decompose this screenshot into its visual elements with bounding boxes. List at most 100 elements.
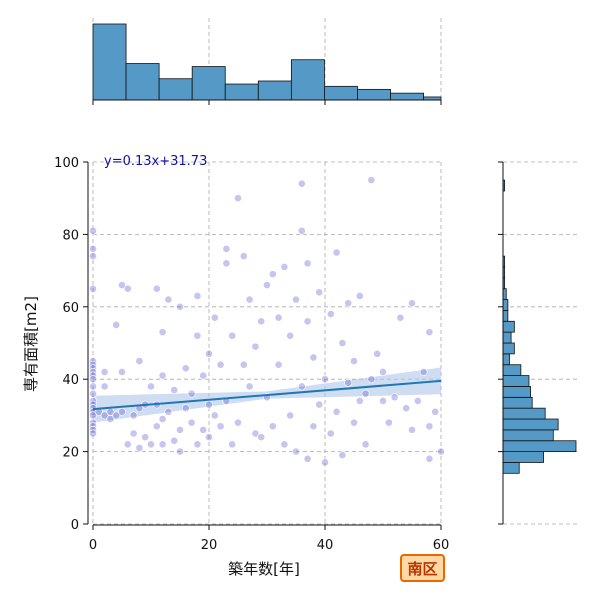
scatter-point <box>100 411 109 420</box>
scatter-point <box>419 368 428 376</box>
scatter-point <box>181 404 190 413</box>
scatter-point <box>152 422 161 431</box>
scatter-point <box>315 400 324 409</box>
y-tick: 100 <box>54 156 88 171</box>
scatter-point <box>425 454 434 463</box>
scatter-point <box>187 418 196 427</box>
scatter-point <box>205 433 213 442</box>
scatter-point <box>89 226 97 235</box>
right-hist-bar <box>502 429 554 442</box>
scatter-point <box>257 433 266 442</box>
scatter-point <box>193 292 202 300</box>
top-hist-bar <box>92 23 127 101</box>
scatter-point <box>158 328 167 337</box>
scatter-point <box>367 176 376 184</box>
scatter-point <box>170 436 179 445</box>
top-hist-bar <box>257 80 292 101</box>
scatter-point <box>332 248 341 257</box>
scatter-point <box>176 425 184 434</box>
scatter-point <box>129 411 138 420</box>
scatter-point <box>158 440 167 449</box>
scatter-point <box>216 360 225 369</box>
scatter-point <box>326 310 335 318</box>
scatter-point <box>326 429 335 438</box>
scatter-point <box>193 440 202 449</box>
right-hist-bar <box>502 364 522 376</box>
scatter-point <box>321 375 329 384</box>
scatter-point <box>355 397 364 405</box>
scatter-point <box>100 368 109 376</box>
scatter-point <box>361 389 370 398</box>
right-hist-bar <box>502 462 520 474</box>
scatter-point <box>321 458 329 467</box>
scatter-point <box>181 364 190 373</box>
x-tick-label: 0 <box>89 538 97 553</box>
scatter-point <box>280 440 289 449</box>
scatter-point <box>332 407 341 416</box>
scatter-point <box>263 281 271 289</box>
scatter-point <box>274 360 283 369</box>
scatter-points <box>89 176 445 467</box>
scatter-point <box>257 317 266 326</box>
right-hist-bar <box>502 353 510 366</box>
district-badge-label: 南区 <box>407 560 437 578</box>
scatter-point <box>350 418 358 427</box>
scatter-point <box>89 244 97 253</box>
scatter-point <box>234 194 242 203</box>
scatter-point <box>245 382 254 391</box>
scatter-point <box>222 244 231 253</box>
scatter-point <box>170 386 179 394</box>
y-tick: 40 <box>62 373 88 388</box>
x-tick-label: 40 <box>317 538 334 553</box>
scatter-point <box>297 382 306 391</box>
x-tick: 60 <box>433 525 449 553</box>
right-hist-bar <box>502 386 531 398</box>
scatter-point <box>205 349 213 358</box>
scatter-point <box>210 313 219 322</box>
y-tick-label: 0 <box>71 518 79 533</box>
scatter-point <box>89 429 97 438</box>
scatter-point <box>164 295 173 304</box>
scatter-point <box>338 339 347 347</box>
scatter-point <box>268 422 277 431</box>
top-hist-bar <box>357 88 391 101</box>
scatter-point <box>251 342 260 351</box>
scatter-point <box>112 411 121 420</box>
y-axis-title: 専有面積[m2] <box>22 296 40 392</box>
scatter-point <box>344 378 353 387</box>
scatter-point <box>344 299 353 308</box>
scatter-point <box>89 252 97 261</box>
top-hist-bar <box>290 59 325 101</box>
scatter-point <box>141 433 150 442</box>
scatter-point <box>118 407 126 416</box>
right-hist-bar <box>502 375 530 387</box>
scatter-point <box>193 331 202 340</box>
y-tick: 80 <box>62 228 88 243</box>
y-tick: 0 <box>71 518 88 533</box>
scatter-point <box>315 288 324 297</box>
scatter-point <box>309 422 318 431</box>
regression-line <box>92 379 442 411</box>
scatter-point <box>176 302 184 311</box>
scatter-point <box>413 397 422 405</box>
scatter-point <box>303 317 312 326</box>
scatter-point <box>408 425 416 434</box>
scatter-point <box>292 447 300 456</box>
scatter-point <box>425 422 434 431</box>
gridlines <box>92 161 442 525</box>
y-tick-label: 100 <box>54 156 79 171</box>
scatter-point <box>199 425 208 434</box>
scatter-point <box>164 407 173 416</box>
scatter-point <box>187 389 196 398</box>
scatter-point <box>396 313 405 322</box>
scatter-point <box>152 284 161 293</box>
scatter-point <box>123 440 132 449</box>
scatter-point <box>425 328 434 337</box>
right-hist-bar <box>502 440 577 452</box>
right-hist-bar <box>502 342 515 355</box>
scatter-point <box>147 440 155 449</box>
scatter-point <box>222 259 231 268</box>
scatter-point <box>199 371 208 380</box>
scatter-point <box>135 444 144 452</box>
